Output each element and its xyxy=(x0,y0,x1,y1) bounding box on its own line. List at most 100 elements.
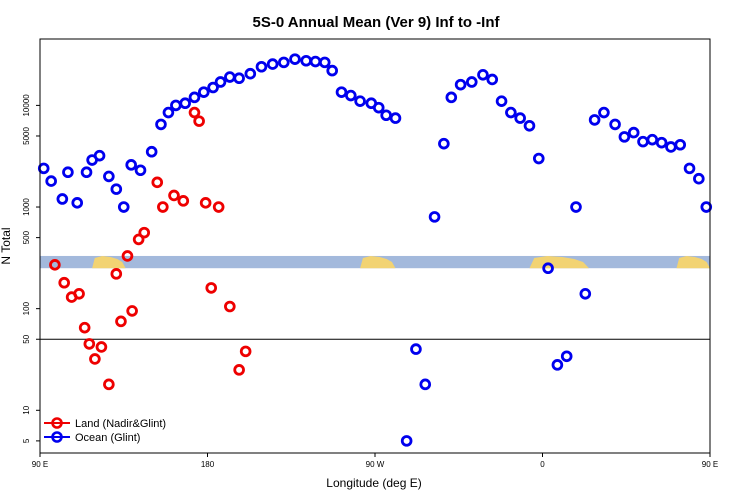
ocean-point xyxy=(354,95,366,107)
ocean-point xyxy=(495,95,508,107)
legend-ocean-marker xyxy=(51,431,63,443)
y-tick-label: 5 xyxy=(22,438,31,443)
ocean-point xyxy=(145,145,158,158)
ocean-point xyxy=(125,159,137,171)
legend-land-marker xyxy=(51,417,63,429)
ocean-point xyxy=(179,97,191,110)
ocean-point xyxy=(278,56,290,69)
ocean-point xyxy=(438,137,450,150)
y-axis-title: N Total xyxy=(0,227,13,264)
land-point xyxy=(115,315,127,328)
ocean-point xyxy=(700,201,713,213)
x-tick-label: 180 xyxy=(201,460,215,469)
ocean-point xyxy=(155,118,167,131)
land-point xyxy=(95,341,108,353)
land-point xyxy=(177,195,190,207)
land-point xyxy=(110,268,123,280)
y-axis: 5 10 50 100 500 1000 5000 10000 xyxy=(22,94,40,443)
ocean-point xyxy=(197,86,210,98)
ocean-point xyxy=(419,378,432,391)
land-point xyxy=(49,259,61,271)
ocean-point xyxy=(693,172,705,185)
ocean-point xyxy=(266,58,279,70)
x-axis: 90 E 180 90 W 0 90 E xyxy=(32,453,718,469)
land-point xyxy=(83,338,96,350)
land-point xyxy=(132,233,145,246)
ocean-point xyxy=(542,262,554,275)
land-point xyxy=(199,197,212,209)
ocean-point xyxy=(45,175,57,187)
ocean-point xyxy=(207,81,219,94)
ocean-point xyxy=(646,133,659,146)
ocean-point xyxy=(514,112,526,124)
ocean-point xyxy=(71,197,84,209)
ocean-point xyxy=(428,211,441,223)
ocean-point xyxy=(80,166,93,179)
ocean-point xyxy=(255,60,268,73)
land-mask-1 xyxy=(92,255,126,269)
ocean-point xyxy=(674,138,687,151)
ocean-point xyxy=(244,67,257,80)
ocean-point xyxy=(665,141,677,153)
ocean-point xyxy=(345,89,357,102)
x-axis-title: Longitude (deg E) xyxy=(326,476,421,490)
land-point xyxy=(205,282,218,294)
ocean-point xyxy=(134,164,147,177)
ocean-point xyxy=(162,106,175,119)
ocean-point xyxy=(505,106,517,119)
ocean-point xyxy=(380,109,392,122)
y-tick-label: 1000 xyxy=(22,198,31,216)
ocean-point xyxy=(170,99,182,112)
land-point xyxy=(126,305,138,317)
land-band-layer xyxy=(40,255,710,269)
land-point xyxy=(58,276,70,289)
ocean-point xyxy=(56,193,69,205)
ocean-point xyxy=(289,53,301,65)
land-mask-2 xyxy=(360,255,396,269)
ocean-point xyxy=(300,54,312,67)
ocean-point xyxy=(579,288,592,300)
ocean-point xyxy=(588,114,601,126)
x-tick-label: 90 E xyxy=(32,460,48,469)
land-point xyxy=(138,226,151,239)
land-point xyxy=(188,106,201,119)
ocean-point xyxy=(655,136,668,149)
ocean-point xyxy=(551,359,564,371)
ocean-point xyxy=(570,201,582,213)
ocean-point xyxy=(683,162,696,175)
ocean-point xyxy=(486,73,499,86)
legend: Land (Nadir&Glint) Ocean (Glint) xyxy=(44,417,166,444)
y-tick-label: 50 xyxy=(22,334,31,343)
land-point xyxy=(212,201,225,213)
land-point xyxy=(89,353,101,365)
ocean-point xyxy=(523,119,536,132)
ocean-point xyxy=(110,183,123,195)
ocean-point xyxy=(627,126,640,139)
x-tick-label: 0 xyxy=(540,460,545,469)
land-point xyxy=(73,288,85,300)
ocean-point xyxy=(103,170,115,183)
data-marks-layer xyxy=(37,53,713,447)
ocean-point xyxy=(117,201,130,213)
ocean-point xyxy=(560,350,573,363)
ocean-point xyxy=(400,435,413,447)
ocean-point xyxy=(188,91,201,104)
y-tick-label: 500 xyxy=(22,230,31,244)
ocean-point xyxy=(465,76,478,88)
ocean-point xyxy=(326,64,338,77)
ocean-point xyxy=(318,56,331,69)
legend-ocean-label: Ocean (Glint) xyxy=(75,432,140,444)
ocean-point xyxy=(477,68,489,81)
y-tick-label: 100 xyxy=(22,301,31,315)
ocean-point xyxy=(389,112,402,124)
y-tick-label: 10 xyxy=(22,405,31,414)
land-point xyxy=(193,115,205,127)
x-tick-label: 90 W xyxy=(366,460,385,469)
legend-land-label: Land (Nadir&Glint) xyxy=(75,418,166,430)
ocean-point xyxy=(233,72,245,85)
ocean-point xyxy=(618,131,631,143)
land-point xyxy=(224,300,236,313)
ocean-point xyxy=(335,86,348,98)
ocean-point xyxy=(214,76,227,88)
